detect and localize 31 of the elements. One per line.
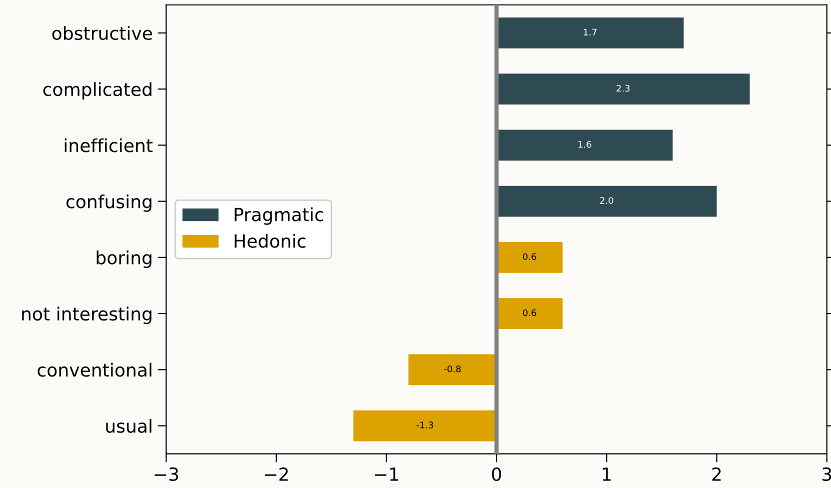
y-tick-label: complicated	[43, 82, 152, 100]
x-tick-label: 2	[712, 467, 721, 481]
data-label: 2.0	[600, 197, 614, 204]
y-tick-label: boring	[96, 250, 152, 268]
legend-label: Pragmatic	[234, 207, 324, 225]
data-label: 2.3	[616, 84, 630, 92]
y-tick-label: confusing	[66, 194, 152, 212]
x-tick-label: 3	[822, 467, 831, 482]
bar	[496, 74, 750, 104]
data-label: -1.3	[416, 422, 434, 428]
bar	[496, 130, 673, 161]
bar	[496, 298, 563, 329]
bar	[496, 186, 717, 217]
x-tick-label: 1	[602, 468, 611, 481]
bar	[496, 242, 563, 273]
data-label: 0.6	[522, 253, 536, 260]
x-tick-label: −1	[375, 468, 398, 481]
data-label: 1.7	[584, 28, 597, 36]
data-label: 0.6	[522, 309, 536, 316]
legend-label: Hedonic	[234, 234, 306, 248]
y-tick-label: obstructive	[52, 26, 152, 40]
x-tick-label: −3	[154, 467, 178, 482]
bar	[496, 18, 684, 48]
y-tick-label: not interesting	[22, 306, 152, 324]
y-tick-label: inefficient	[64, 138, 153, 152]
y-tick-label: usual	[106, 418, 152, 433]
x-tick-label: −2	[264, 467, 288, 481]
data-label: -0.8	[444, 365, 461, 372]
data-label: 1.6	[578, 140, 592, 148]
x-tick-label: 0	[492, 467, 502, 482]
y-tick-label: conventional	[38, 362, 152, 377]
